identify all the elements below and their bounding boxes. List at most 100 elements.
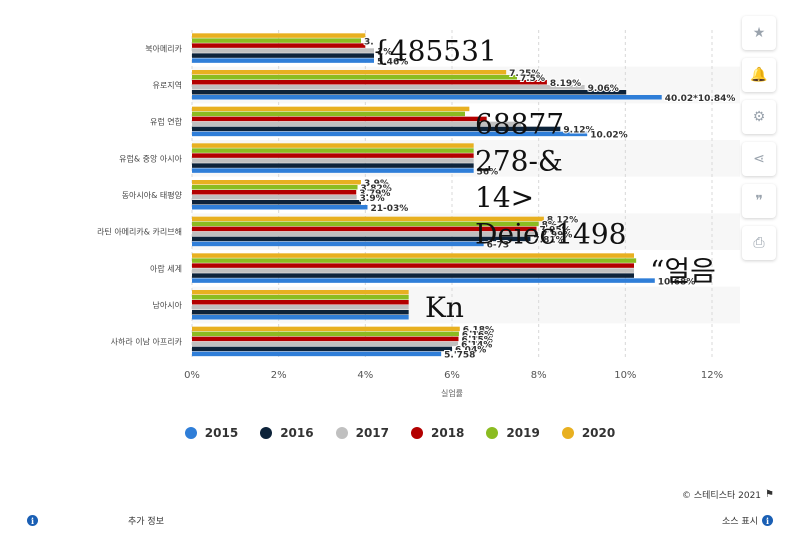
bar-2019	[192, 295, 409, 300]
bar-2016	[192, 90, 627, 95]
legend-swatch	[561, 427, 574, 439]
category-label: 라틴 아메리카& 카리브해	[97, 227, 182, 237]
data-label: 8.19%	[550, 79, 581, 89]
legend-item[interactable]: 2015	[184, 426, 239, 440]
legend-item[interactable]: 2017	[335, 426, 389, 440]
x-tick-label: 4%	[357, 370, 373, 381]
legend-swatch	[335, 427, 348, 439]
overlay-annotation: “얼음	[650, 254, 716, 287]
category-label: 남아시아	[153, 300, 183, 310]
data-label: 21-03%	[371, 204, 409, 214]
legend-label: 2015	[204, 426, 239, 440]
data-label: 5.'758	[444, 351, 475, 361]
bar-2019	[192, 148, 474, 153]
data-label: 5.46%	[377, 57, 408, 67]
legend: 2015 2016 2017 2018 2019 2020	[0, 426, 800, 440]
data-label: 3.	[364, 37, 374, 47]
overlay-annotation: Kn	[425, 291, 464, 324]
bar-2015	[192, 168, 474, 173]
legend-item[interactable]: 2016	[260, 426, 314, 440]
bar-2017	[192, 195, 357, 200]
gear-button[interactable]: ⚙	[742, 100, 776, 134]
bar-2017	[192, 268, 634, 273]
bar-2017	[192, 305, 409, 310]
bar-2018	[192, 80, 547, 85]
x-tick-label: 6%	[444, 370, 460, 381]
data-label: 6.04%	[455, 346, 486, 356]
legend-swatch	[486, 427, 499, 439]
star-button[interactable]: ★	[742, 16, 776, 50]
source-label: 소스 표시	[722, 517, 758, 527]
data-label: 40.02*10.84%	[665, 94, 736, 104]
bar-2020	[192, 143, 474, 148]
bar-2017	[192, 158, 474, 163]
data-label: 6.18%	[463, 326, 494, 336]
bar-2017	[192, 341, 459, 347]
more-info-label: 추가 정보	[128, 517, 164, 527]
data-label: 3.9%	[360, 194, 385, 204]
data-label: 3.9%	[364, 179, 389, 189]
data-label: 7.99%	[541, 231, 572, 241]
legend-item[interactable]: 2019	[486, 426, 540, 440]
overlay-annotation: 68877	[475, 108, 564, 141]
data-label: 6.15%	[462, 336, 493, 346]
overlay-annotation: 14>	[475, 181, 534, 214]
info-icon: i	[27, 515, 38, 526]
data-label: 9.06%	[588, 84, 619, 94]
data-label: 6.16%	[462, 331, 493, 341]
bar-2015	[192, 241, 484, 247]
bar-2019	[192, 221, 539, 227]
bar-2018	[192, 263, 634, 268]
bar-2015	[192, 95, 662, 100]
data-label: 6.14%	[461, 341, 492, 351]
legend-item[interactable]: 2020	[561, 426, 615, 440]
data-label: 10.68%	[658, 277, 696, 287]
category-label: 유럽& 중앙 아시아	[119, 153, 182, 163]
data-label: 7.81%	[533, 236, 564, 246]
category-label: 유로지역	[153, 80, 182, 90]
category-label: 유럽 연합	[150, 118, 183, 127]
legend-swatch	[411, 427, 423, 439]
data-label: 7.95%	[540, 226, 571, 236]
overlay-annotation: 278-&	[475, 144, 563, 177]
more-info-link[interactable]: i 추가 정보	[27, 514, 164, 527]
bar-2018	[192, 116, 487, 122]
bar-2018	[192, 226, 537, 232]
bar-2020	[192, 290, 409, 295]
print-button[interactable]: ⎙	[742, 226, 776, 260]
copyright[interactable]: © 스테티스타 2021 ⚑	[682, 488, 774, 501]
bell-button[interactable]: 🔔	[742, 58, 776, 92]
data-label: 3.79%	[359, 189, 390, 199]
source-link[interactable]: 소스 표시 i	[722, 514, 773, 527]
data-label: 8%	[542, 221, 557, 231]
data-label: 8.12%	[547, 216, 578, 226]
legend-label: 2018	[431, 426, 465, 440]
bar-2016	[192, 273, 634, 278]
bar-2016	[192, 236, 531, 242]
overlay-annotation: {485531	[372, 34, 497, 67]
data-label: 1%	[377, 47, 392, 57]
quote-button[interactable]: ❞	[742, 184, 776, 218]
legend-item[interactable]: 2018	[411, 426, 464, 440]
overlay-annotation: Deiec1498	[475, 218, 626, 251]
x-tick-label: 0%	[184, 370, 200, 381]
bar-2020	[192, 70, 507, 75]
bar-2017	[192, 121, 522, 127]
bar-2018	[192, 43, 366, 48]
data-label: 3.82%	[361, 184, 392, 194]
copyright-text: © 스테티스타 2021	[682, 491, 762, 501]
share-button[interactable]: ⋖	[742, 142, 776, 176]
bar-2015	[192, 205, 368, 210]
bar-2019	[192, 258, 637, 263]
x-tick-label: 12%	[701, 370, 723, 381]
bar-2020	[192, 253, 634, 258]
bar-2019	[192, 331, 459, 337]
bar-2016	[192, 346, 452, 352]
star-icon: ★	[752, 25, 766, 41]
info-icon: i	[762, 515, 773, 526]
bar-2018	[192, 336, 459, 342]
x-tick-label: 8%	[531, 370, 547, 381]
bar-2020	[192, 180, 361, 185]
